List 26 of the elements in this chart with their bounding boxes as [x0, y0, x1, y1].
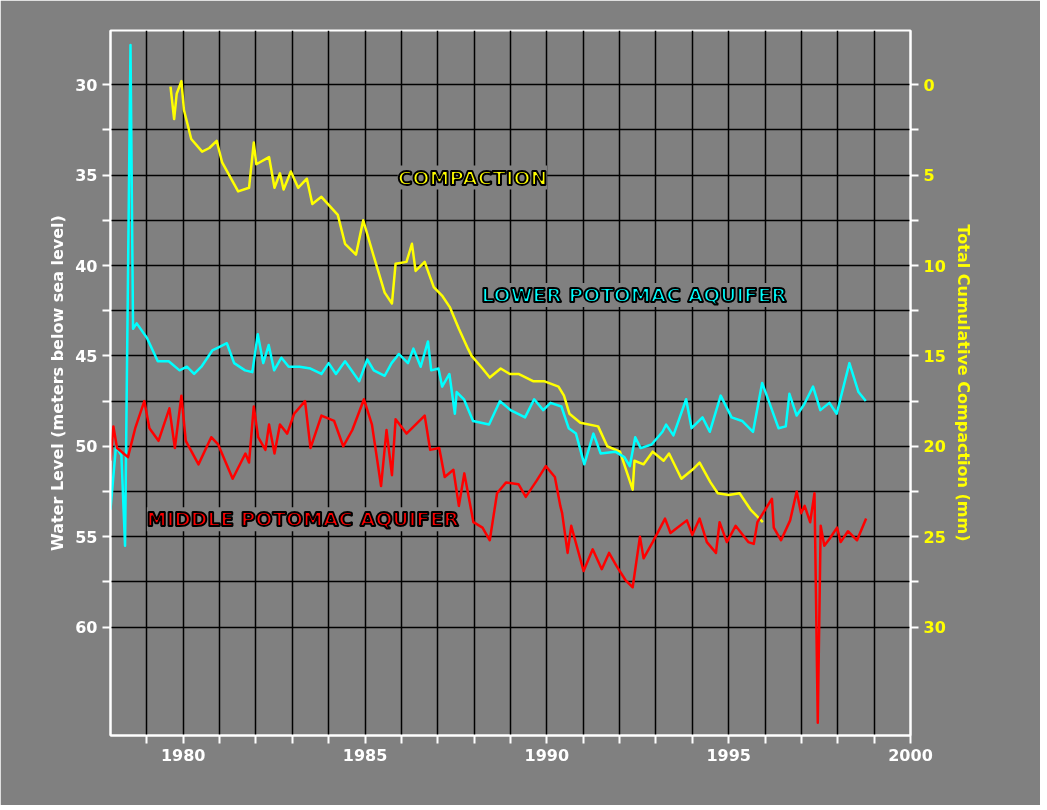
y2-tick-label: 15 — [923, 346, 946, 366]
y2-tick-label: 20 — [923, 437, 946, 457]
y-tick-label: 30 — [75, 75, 98, 95]
y2-tick-label: 30 — [923, 618, 946, 638]
y-axis-title: Water Level (meters below sea level) — [48, 215, 68, 551]
line-series — [110, 394, 868, 725]
y-tick-label: 60 — [75, 618, 98, 638]
y-tick-label: 50 — [75, 437, 98, 457]
x-tick-label: 1980 — [160, 745, 206, 765]
text: LOWER POTOMAC AQUIFER — [481, 283, 787, 308]
y2-tick-label: 0 — [923, 75, 935, 95]
x-tick-label: 2000 — [888, 745, 933, 765]
line-series — [110, 43, 868, 547]
y2-axis-title: Total Cumulative Compaction (mm) — [953, 224, 973, 542]
y2-tick-label: 25 — [923, 527, 946, 547]
y2-tick-label: 5 — [923, 166, 935, 186]
y-tick-label: 55 — [75, 527, 98, 547]
x-tick-label: 1995 — [706, 745, 751, 765]
y-tick-label: 40 — [75, 256, 98, 276]
y2-tick-label: 10 — [923, 256, 946, 276]
x-tick-label: 1990 — [524, 745, 570, 765]
y-tick-label: 35 — [75, 166, 98, 186]
x-tick-label: 1985 — [342, 745, 388, 765]
text: COMPACTION — [397, 165, 548, 190]
y-tick-label: 45 — [75, 346, 98, 366]
series-label: MIDDLE POTOMAC AQUIFER — [146, 507, 459, 532]
